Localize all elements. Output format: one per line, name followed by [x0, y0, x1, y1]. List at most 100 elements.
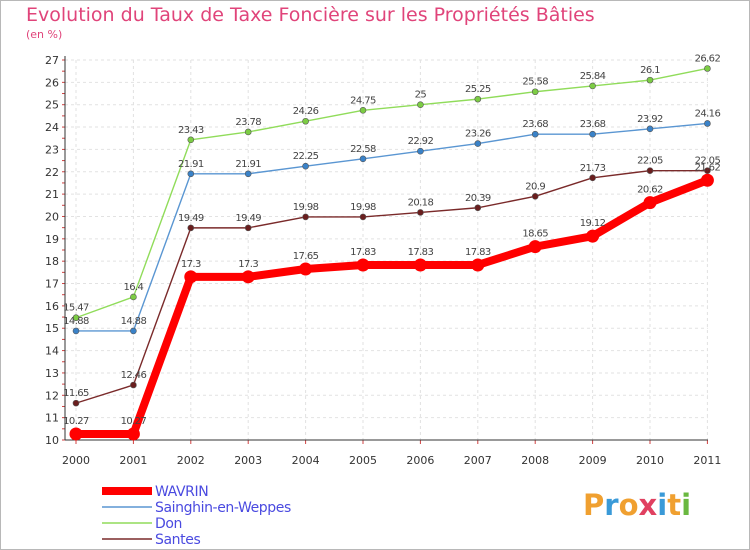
data-point-wavrin [69, 427, 83, 441]
y-tick-label: 17 [45, 278, 59, 291]
data-point-sainghin-en-weppes [589, 130, 596, 138]
data-point-don [417, 101, 424, 109]
legend-label-wavrin: WAVRIN [155, 484, 208, 500]
data-label-don: 26.62 [695, 53, 721, 64]
data-point-don [244, 128, 252, 136]
series-line-wavrin [72, 176, 712, 438]
x-tick-label: 2004 [292, 454, 320, 467]
legend-label-don: Don [155, 516, 182, 532]
data-label-wavrin: 20.62 [637, 185, 663, 196]
data-label-sainghin-en-weppes: 22.92 [408, 136, 434, 147]
data-point-sainghin-en-weppes [302, 162, 309, 170]
data-point-don [359, 106, 367, 114]
data-label-don: 25.58 [522, 77, 548, 88]
chart-title: Evolution du Taux de Taxe Foncière sur l… [26, 4, 595, 26]
data-point-don [531, 88, 539, 96]
data-label-wavrin: 21.62 [695, 162, 721, 173]
logo-letter: t [667, 488, 682, 522]
data-point-wavrin [184, 270, 198, 284]
data-point-sainghin-en-weppes [531, 130, 539, 138]
y-tick-label: 24 [45, 121, 59, 134]
legend-label-santes: Santes [155, 532, 200, 548]
data-label-santes: 21.73 [580, 163, 606, 174]
data-point-sainghin-en-weppes [474, 140, 482, 147]
data-point-santes [359, 213, 367, 221]
data-point-wavrin [126, 427, 140, 441]
data-point-don [130, 293, 137, 301]
data-label-wavrin: 17.83 [350, 247, 376, 258]
data-label-don: 25 [415, 90, 427, 101]
data-label-don: 23.78 [235, 117, 261, 128]
data-point-sainghin-en-weppes [417, 147, 424, 155]
data-point-sainghin-en-weppes [72, 327, 80, 335]
data-point-santes [531, 193, 539, 200]
data-point-santes [302, 213, 309, 221]
data-label-don: 16.4 [123, 282, 143, 293]
data-point-wavrin [356, 258, 370, 272]
data-point-santes [187, 224, 195, 232]
data-label-wavrin: 17.3 [238, 259, 258, 270]
axis-layer: 10 11 12 13 14 15 16 17 18 19 20 21 22 23 24 25 26 27 2000… [45, 54, 721, 467]
y-tick-label: 12 [45, 389, 59, 402]
data-point-santes [130, 381, 137, 389]
data-label-wavrin: 17.83 [465, 247, 491, 258]
x-tick-label: 2003 [234, 454, 262, 467]
data-point-santes [646, 167, 654, 174]
y-tick-label: 20 [45, 210, 59, 223]
data-point-don [187, 136, 195, 144]
data-point-wavrin [700, 173, 714, 187]
y-tick-label: 22 [45, 166, 59, 179]
logo-letter: x [638, 488, 658, 522]
y-tick-label: 10 [45, 434, 59, 447]
data-label-layer: 15.47 16.4 23.43 23.78 24.26 24.75 25 25.25 25.5… [63, 53, 721, 427]
series-layer [69, 65, 714, 441]
y-tick-label: 16 [45, 300, 59, 313]
logo-letter: o [618, 488, 639, 522]
data-label-wavrin: 10.27 [121, 416, 147, 427]
x-tick-label: 2011 [693, 454, 721, 467]
data-label-sainghin-en-weppes: 14.88 [63, 316, 89, 327]
series-line-sainghin-en-weppes [75, 122, 709, 332]
data-point-sainghin-en-weppes [187, 170, 195, 178]
data-point-don [474, 95, 482, 103]
data-label-don: 23.43 [178, 125, 204, 136]
data-label-sainghin-en-weppes: 23.68 [522, 119, 548, 130]
data-label-santes: 19.49 [178, 213, 204, 224]
legend-label-sainghin-en-weppes: Sainghin-en-Weppes [155, 500, 291, 516]
data-point-wavrin [643, 196, 657, 210]
data-point-wavrin [299, 262, 313, 276]
data-point-don [646, 76, 654, 84]
data-point-santes [474, 204, 482, 212]
data-label-sainghin-en-weppes: 23.92 [637, 114, 663, 125]
x-tick-label: 2007 [464, 454, 492, 467]
data-label-wavrin: 10.27 [63, 416, 89, 427]
y-tick-label: 14 [45, 345, 59, 358]
y-axis-unit: (en %) [26, 28, 63, 41]
data-point-don [72, 314, 80, 322]
data-label-don: 24.75 [350, 95, 376, 106]
data-label-don: 25.25 [465, 84, 491, 95]
x-tick-label: 2001 [119, 454, 147, 467]
data-label-sainghin-en-weppes: 14.88 [121, 316, 147, 327]
data-label-don: 24.26 [293, 106, 319, 117]
data-label-santes: 22.05 [637, 156, 663, 167]
x-tick-label: 2005 [349, 454, 377, 467]
data-label-sainghin-en-weppes: 24.16 [695, 108, 721, 119]
data-label-sainghin-en-weppes: 22.25 [293, 151, 319, 162]
data-point-sainghin-en-weppes [244, 170, 252, 178]
data-point-santes [417, 209, 424, 216]
y-tick-label: 26 [45, 76, 59, 89]
data-point-sainghin-en-weppes [646, 125, 654, 133]
series-line-don [75, 67, 709, 319]
data-label-sainghin-en-weppes: 21.91 [178, 159, 204, 170]
data-label-wavrin: 17.65 [293, 251, 319, 262]
data-point-wavrin [241, 270, 255, 284]
data-label-wavrin: 17.83 [408, 247, 434, 258]
data-point-don [302, 117, 309, 125]
y-tick-label: 25 [45, 99, 59, 112]
y-tick-label: 18 [45, 255, 59, 268]
data-label-santes: 19.98 [350, 202, 376, 213]
